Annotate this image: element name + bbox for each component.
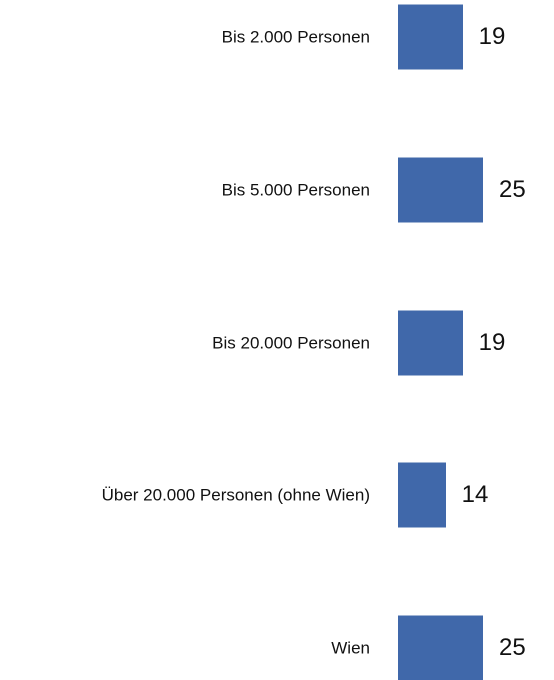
category-label: Bis 20.000 Personen xyxy=(212,333,370,353)
value-label: 25 xyxy=(499,634,526,662)
category-label-box: Über 20.000 Personen (ohne Wien) xyxy=(10,484,370,507)
category-label: Über 20.000 Personen (ohne Wien) xyxy=(101,485,370,505)
category-label: Wien xyxy=(331,638,370,658)
category-label: Bis 2.000 Personen xyxy=(221,27,370,47)
bar xyxy=(398,462,446,528)
value-label: 14 xyxy=(461,481,489,509)
category-label-box: Wien xyxy=(10,637,370,660)
category-label-box: Bis 2.000 Personen xyxy=(10,26,370,49)
category-label: Bis 5.000 Personen xyxy=(221,180,370,200)
bar xyxy=(398,157,483,223)
bar xyxy=(398,4,463,70)
category-label-box: Bis 5.000 Personen xyxy=(10,178,370,201)
bar xyxy=(398,310,463,376)
bar xyxy=(398,615,483,680)
value-label: 19 xyxy=(478,328,506,356)
value-label: 25 xyxy=(499,175,526,203)
category-label-box: Bis 20.000 Personen xyxy=(10,331,370,354)
value-label: 19 xyxy=(478,23,506,50)
